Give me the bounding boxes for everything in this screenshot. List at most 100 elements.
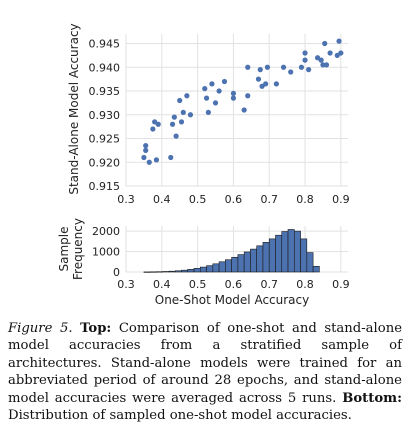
scatter-y-axis-label: Stand-Alone Model Accuracy — [67, 23, 81, 194]
scatter-point — [153, 157, 160, 163]
histogram-bar — [212, 263, 220, 273]
scatter-points — [141, 38, 344, 165]
scatter-x-tick-label: 0.6 — [225, 193, 243, 206]
histogram-bar — [312, 265, 320, 273]
scatter-point — [203, 95, 210, 101]
scatter-point — [202, 86, 208, 92]
scatter-point — [150, 126, 156, 132]
scatter-x-tick-label: 0.4 — [153, 193, 171, 206]
histogram-bar — [243, 251, 251, 273]
histogram-x-tick-label: 0.4 — [153, 278, 171, 291]
scatter-point — [230, 90, 237, 96]
scatter-y-tick-label: 0.915 — [89, 180, 121, 193]
histogram-bar — [300, 238, 308, 273]
histogram-x-ticks: 0.3 0.4 0.5 0.6 0.7 0.8 0.9 — [117, 278, 349, 291]
scatter-point — [209, 81, 215, 87]
caption-top-label: Top: — [80, 321, 112, 336]
scatter-point — [264, 64, 271, 70]
scatter-point — [230, 95, 237, 101]
scatter-x-tick-label: 0.7 — [260, 193, 278, 206]
histogram-x-tick-label: 0.3 — [117, 278, 135, 291]
scatter-y-tick-label: 0.925 — [89, 133, 121, 146]
caption-bottom-label: Bottom: — [342, 390, 402, 406]
histogram-x-tick-label: 0.9 — [332, 278, 350, 291]
scatter-point — [205, 109, 211, 115]
scatter-y-ticks: 0.915 0.920 0.925 0.930 0.935 0.940 0.945 — [89, 38, 121, 194]
scatter-point — [318, 57, 324, 63]
scatter-y-tick-label: 0.935 — [89, 85, 121, 98]
histogram-bar — [268, 238, 276, 273]
scatter-y-tick-label: 0.940 — [89, 61, 121, 74]
scatter-point — [212, 100, 219, 106]
histogram-x-tick-label: 0.5 — [189, 278, 207, 291]
histogram-bar — [206, 265, 214, 273]
scatter-y-tick-label: 0.920 — [89, 156, 121, 169]
scatter-x-tick-label: 0.3 — [117, 193, 135, 206]
scatter-point — [216, 88, 222, 94]
scatter-x-tick-label: 0.5 — [189, 193, 207, 206]
histogram-x-axis-label: One-Shot Model Accuracy — [155, 293, 309, 307]
scatter-point — [143, 147, 149, 153]
scatter-x-ticks: 0.3 0.4 0.5 0.6 0.7 0.8 0.9 — [117, 193, 349, 206]
scatter-point — [171, 114, 177, 120]
histogram-bar — [275, 234, 283, 273]
histogram-bar — [262, 242, 270, 273]
histogram-bars — [143, 229, 320, 273]
histogram-x-tick-label: 0.6 — [225, 278, 243, 291]
histogram-panel: 0.3 0.4 0.5 0.6 0.7 0.8 0.9 0 1000 2000 Sample F… — [57, 218, 350, 307]
histogram-bar — [156, 271, 164, 273]
histogram-bar — [174, 270, 182, 273]
scatter-point — [322, 40, 328, 47]
scatter-point — [257, 67, 263, 73]
histogram-bar — [281, 231, 289, 273]
histogram-y-axis-label-line1: Sample — [57, 227, 71, 272]
histogram-y-ticks: 0 1000 2000 — [92, 225, 120, 279]
scatter-point — [320, 62, 326, 68]
scatter-point — [280, 64, 287, 70]
histogram-x-tick-label: 0.7 — [260, 278, 278, 291]
histogram-bar — [225, 259, 232, 273]
scatter-point — [302, 57, 308, 63]
scatter-point — [180, 109, 186, 115]
scatter-point — [245, 93, 251, 99]
scatter-point — [173, 133, 179, 139]
scatter-point — [177, 97, 183, 104]
histogram-bar — [168, 270, 176, 273]
scatter-point — [302, 50, 308, 56]
scatter-point — [169, 121, 176, 127]
scatter-point — [327, 50, 333, 56]
scatter-x-tick-label: 0.8 — [296, 193, 314, 206]
histogram-bar — [256, 245, 264, 273]
histogram-y-tick-label: 2000 — [92, 225, 120, 238]
histogram-y-axis-label-line2: Frequency — [71, 218, 85, 280]
scatter-point — [155, 121, 161, 127]
scatter-point — [187, 112, 194, 118]
scatter-y-tick-label: 0.930 — [89, 109, 121, 122]
scatter-point — [255, 76, 262, 82]
scatter-grid — [125, 34, 348, 187]
scatter-x-tick-label: 0.9 — [332, 193, 350, 206]
histogram-y-tick-label: 1000 — [92, 246, 120, 259]
scatter-panel: 0.3 0.4 0.5 0.6 0.7 0.8 0.9 0.9150.9200.9250.9… — [67, 23, 350, 206]
scatter-point — [263, 81, 269, 87]
scatter-point — [221, 78, 228, 85]
histogram-bar — [193, 268, 201, 273]
scatter-point — [306, 67, 312, 73]
histogram-bar — [199, 266, 207, 273]
scatter-point — [143, 143, 149, 149]
histogram-bar — [162, 271, 170, 273]
scatter-point — [273, 81, 279, 87]
scatter-point — [298, 64, 305, 70]
histogram-y-tick-label: 0 — [113, 266, 120, 279]
scatter-point — [146, 159, 152, 165]
scatter-point — [288, 69, 294, 75]
caption-bottom-text: Distribution of sampled one-shot model a… — [8, 408, 352, 424]
histogram-bar — [237, 254, 245, 273]
figure-caption: Figure 5. Top: Comparison of one-shot an… — [8, 320, 402, 424]
scatter-y-tick-label: 0.945 — [89, 38, 121, 51]
scatter-point — [245, 64, 251, 70]
figure-canvas: 0.3 0.4 0.5 0.6 0.7 0.8 0.9 0.9150.9200.9250.9… — [57, 23, 350, 307]
caption-top-text: Comparison of one-shot and stand-alone m… — [8, 321, 402, 406]
histogram-bar — [181, 269, 189, 273]
scatter-point — [184, 93, 190, 99]
